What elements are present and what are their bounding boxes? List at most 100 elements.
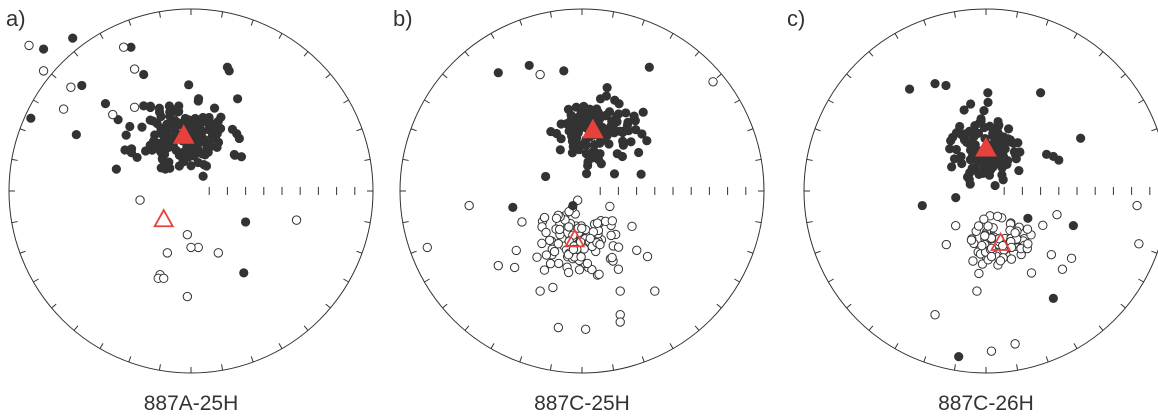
perimeter-tick [356,250,363,254]
upper-hemisphere-point [159,273,169,284]
lower-hemisphere-point [186,161,196,171]
lower-hemisphere-point [642,136,652,146]
upper-hemisphere-point [1046,249,1057,260]
lower-hemisphere-point [198,171,208,181]
upper-hemisphere-point [291,215,302,225]
upper-hemisphere-point [1132,200,1142,211]
perimeter-tick [424,99,430,104]
lower-hemisphere-point [154,103,164,113]
lower-hemisphere-point [986,164,996,175]
upper-hemisphere-point [509,262,520,273]
perimeter-tick [303,51,309,57]
upper-hemisphere-point [548,282,558,293]
filled-red-triangle [975,136,997,157]
upper-hemisphere-point [213,248,224,258]
stereonet-c [803,8,1158,374]
lower-hemisphere-point [606,121,616,131]
upper-hemisphere-point [968,256,978,266]
perimeter-tick [442,73,448,79]
perimeter-tick [734,278,740,283]
perimeter-tick [1138,278,1144,283]
perimeter-tick [410,128,417,132]
perimeter-tick [402,221,409,224]
upper-hemisphere-point [1022,224,1033,234]
lower-hemisphere-point [567,148,578,158]
perimeter-tick [806,158,813,161]
perimeter-tick [716,73,722,79]
upper-hemisphere-point [493,260,503,271]
lower-hemisphere-point [951,144,961,155]
lower-hemisphere-point [1003,124,1014,134]
lower-hemisphere-point [38,44,49,54]
perimeter-tick [410,250,417,254]
lower-hemisphere-point [954,352,964,362]
lower-hemisphere-point [917,200,927,211]
inclination-scale [1003,187,1151,195]
perimeter-tick [612,11,615,18]
perimeter-tick [1151,250,1158,254]
lower-hemisphere-point [637,129,647,139]
lower-hemisphere-point [581,140,591,150]
lower-hemisphere-point [1076,133,1086,143]
perimeter-tick [325,303,331,309]
inclination-scale [599,187,747,195]
upper-hemisphere-point [973,221,984,231]
lower-hemisphere-point [559,66,569,76]
perimeter-tick [128,19,132,26]
lower-hemisphere-point [614,99,624,109]
upper-hemisphere-point [551,213,562,224]
upper-hemisphere-point [554,224,565,235]
upper-hemisphere-point [553,239,563,249]
lower-hemisphere-point [991,142,1001,152]
upper-hemisphere-point [541,227,551,238]
upper-hemisphere-point [615,317,625,327]
lower-hemisphere-point [126,147,137,158]
perimeter-tick [364,221,371,224]
perimeter-tick [250,356,254,363]
upper-hemisphere-point [582,258,593,269]
upper-hemisphere-point [585,233,595,244]
upper-hemisphere-point [979,214,989,224]
perimeter-tick [278,33,283,39]
upper-hemisphere-point [627,221,637,232]
upper-hemisphere-point [1052,209,1062,220]
lower-hemisphere-point [594,155,604,165]
upper-hemisphere-point [511,245,521,256]
lower-hemisphere-point [1014,165,1024,176]
upper-hemisphere-point [607,252,617,263]
lower-hemisphere-point [604,107,615,117]
upper-hemisphere-point [650,286,660,296]
upper-hemisphere-point [613,242,624,252]
lower-hemisphere-point [239,268,249,278]
lower-hemisphere-point [609,169,620,179]
perimeter-tick [923,19,927,26]
lower-hemisphere-point [976,114,986,124]
upper-hemisphere-point [186,242,196,253]
perimeter-tick [250,19,254,26]
perimeter-tick [549,11,552,18]
perimeter-tick [694,325,700,331]
upper-hemisphere-point [995,256,1006,266]
panel-c-label: c) [787,6,805,31]
upper-hemisphere-point [129,102,140,112]
upper-hemisphere-point [108,109,118,120]
perimeter-tick [828,99,834,104]
lower-hemisphere-point [992,126,1002,136]
lower-hemisphere-point [493,68,503,78]
lower-hemisphere-point [586,109,596,119]
lower-hemisphere-point [556,134,566,144]
upper-hemisphere-point [464,200,474,211]
upper-hemisphere-point [1057,264,1068,274]
upper-hemisphere-point [606,230,616,241]
lower-hemisphere-point [241,217,251,227]
perimeter-tick [128,356,132,363]
perimeter-tick [33,99,39,104]
lower-hemisphere-point [968,132,978,142]
upper-hemisphere-point [1026,268,1037,278]
perimeter-tick [1045,356,1049,363]
lower-hemisphere-point [152,118,162,129]
lower-hemisphere-point [158,145,168,155]
lower-hemisphere-point [951,193,961,203]
lower-hemisphere-point [594,109,604,119]
perimeter-tick [755,221,762,224]
